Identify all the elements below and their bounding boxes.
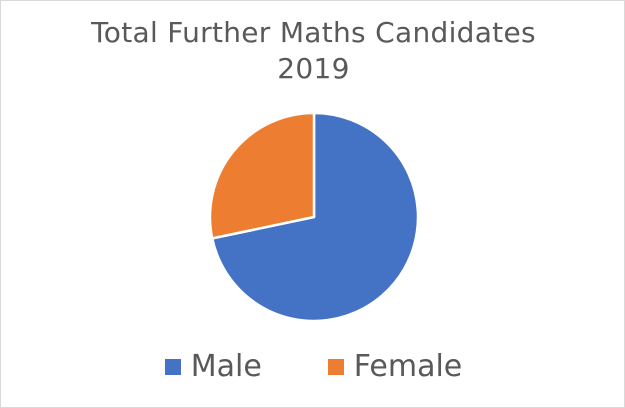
legend: Male Female (1, 349, 625, 384)
chart-title: Total Further Maths Candidates 2019 (1, 15, 625, 87)
legend-label-female: Female (353, 349, 463, 384)
pie-slice-female (208, 111, 316, 240)
pie-svg (208, 111, 420, 323)
legend-label-male: Male (190, 349, 262, 384)
chart-title-line-1: Total Further Maths Candidates (91, 16, 536, 49)
legend-item-male: Male (164, 349, 262, 384)
legend-swatch-male (164, 358, 181, 375)
legend-swatch-female (327, 358, 344, 375)
pie-chart (206, 109, 422, 325)
chart-title-line-2: 2019 (277, 52, 350, 85)
legend-item-female: Female (327, 349, 463, 384)
